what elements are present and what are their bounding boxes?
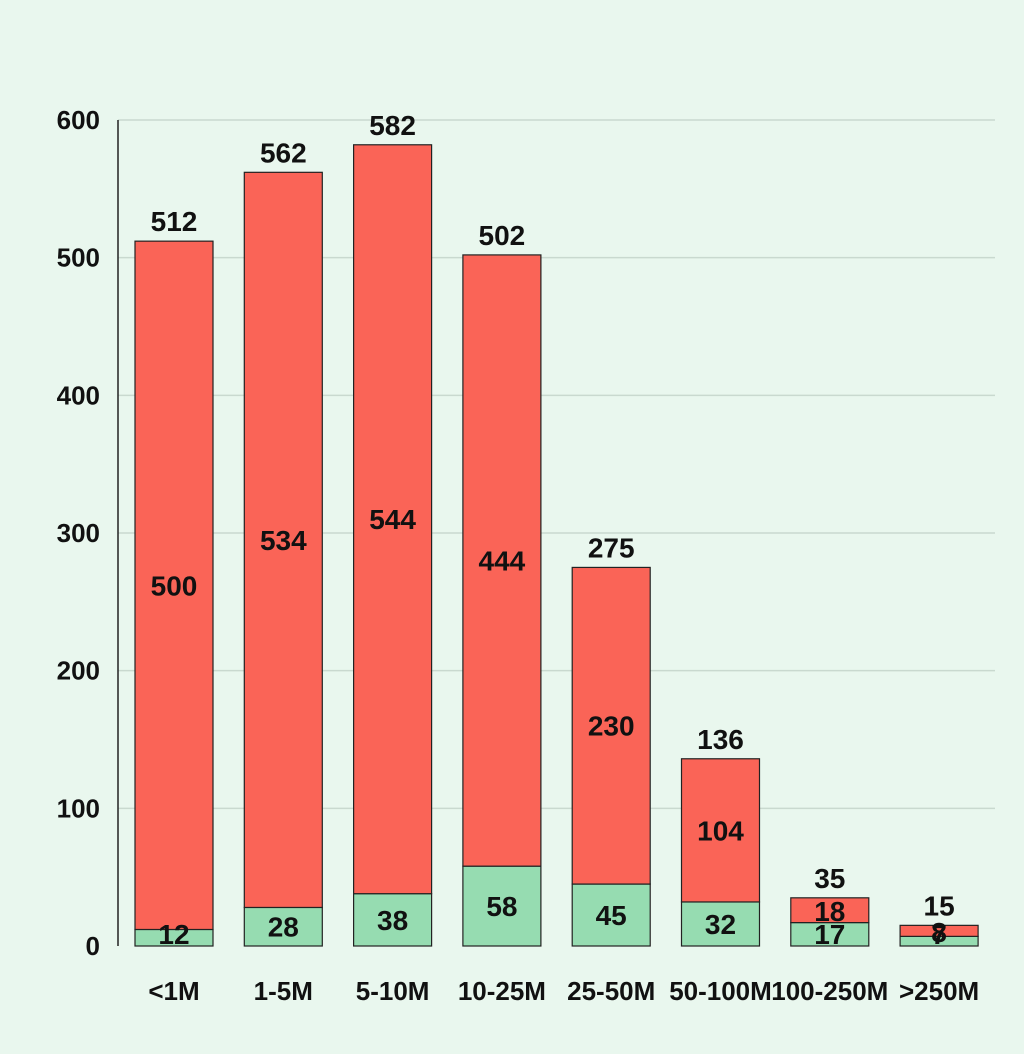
x-tick-label: 10-25M [458, 976, 546, 1006]
y-tick-label: 200 [57, 656, 100, 686]
x-tick-label: 25-50M [567, 976, 655, 1006]
bar-segment-bottom [571, 883, 651, 947]
bar-segment-bottom [462, 865, 542, 947]
bar-segment-top [571, 566, 651, 885]
y-tick-label: 600 [57, 105, 100, 135]
segment-value-label: 8 [931, 917, 947, 948]
segment-value-label: 104 [697, 815, 744, 846]
bar-total-label: 136 [697, 724, 744, 755]
bar-total-label: 15 [924, 890, 955, 921]
bar-segment-top [899, 924, 979, 937]
x-tick-label: >250M [899, 976, 979, 1006]
x-tick-label: <1M [148, 976, 199, 1006]
bar-segment-top [790, 897, 870, 924]
segment-value-label: 17 [814, 919, 845, 950]
bar-total-label: 582 [369, 110, 416, 141]
segment-value-label: 38 [377, 905, 408, 936]
segment-value-label: 28 [268, 912, 299, 943]
segment-value-label: 544 [369, 504, 416, 535]
bar-total-label: 562 [260, 137, 307, 168]
y-tick-label: 500 [57, 243, 100, 273]
y-tick-label: 0 [86, 931, 100, 961]
segment-value-label: 534 [260, 525, 307, 556]
data-labels: 12 500 512 28 534 562 38 544 582 58 444 502 45 230 275… [151, 110, 955, 950]
bar-segment-bottom [243, 906, 323, 947]
segment-value-label: 18 [814, 896, 845, 927]
bar-segment-top [680, 758, 761, 903]
bar-segment-top [353, 144, 433, 895]
x-tick-label: 5-10M [356, 976, 430, 1006]
bar-total-label: 275 [588, 532, 635, 563]
bar-total-label: 512 [151, 206, 198, 237]
segment-value-label: 7 [931, 919, 947, 950]
bar-segment-bottom [353, 893, 433, 947]
bar-total-label: 502 [479, 220, 526, 251]
bars [134, 144, 979, 947]
segment-value-label: 45 [596, 900, 627, 931]
x-tick-label: 50-100M [669, 976, 772, 1006]
x-tick-label: 100-250M [771, 976, 888, 1006]
y-tick-label: 100 [57, 793, 100, 823]
segment-value-label: 32 [705, 909, 736, 940]
segment-value-label: 58 [486, 891, 517, 922]
bar-segment-top [243, 171, 323, 909]
bar-segment-top [134, 240, 214, 931]
segment-value-label: 444 [479, 546, 526, 577]
x-tick-label: 1-5M [254, 976, 313, 1006]
bar-segment-top [462, 254, 542, 867]
bar-segment-bottom [680, 901, 761, 947]
segment-value-label: 500 [151, 570, 198, 601]
y-tick-label: 400 [57, 380, 100, 410]
axes: 0 100 200 300 400 500 600 <1M 1-5M 5-10M 10-25M 25-… [57, 105, 980, 1006]
y-tick-label: 300 [57, 518, 100, 548]
segment-value-label: 230 [588, 711, 635, 742]
bar-total-label: 35 [814, 863, 845, 894]
segment-value-label: 12 [158, 919, 189, 950]
